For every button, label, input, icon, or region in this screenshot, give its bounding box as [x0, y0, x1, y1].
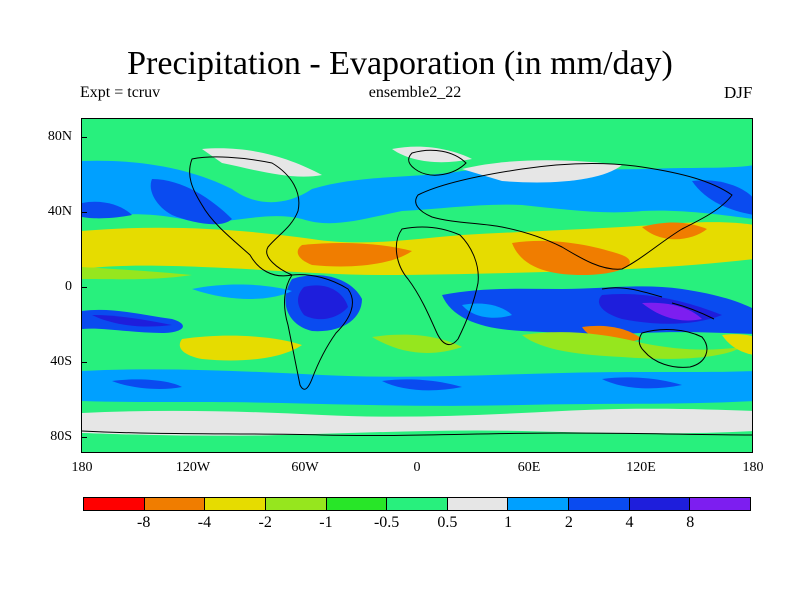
greenland-gray [392, 146, 472, 163]
colorbar-segment [690, 498, 751, 510]
africa-wet-region [462, 303, 512, 318]
colorbar-segment [569, 498, 630, 510]
spcz-core [92, 315, 172, 327]
lon-label-0: 0 [413, 460, 421, 475]
lat-tick [81, 437, 87, 438]
antarctic-gray-band [82, 408, 752, 436]
colorbar-label: -1 [319, 514, 333, 531]
atlantic-dry-core [297, 243, 412, 267]
kuroshio-core [692, 180, 752, 215]
eurasia-coast [415, 162, 733, 270]
lat-tick [81, 137, 87, 138]
colorbar-segment [629, 498, 691, 510]
eurasia-gray [462, 160, 622, 183]
colorbar-label: -2 [258, 514, 272, 531]
colorbar-label: 1 [504, 514, 513, 531]
colorbar-segment [205, 498, 266, 510]
colorbar-segment [144, 498, 206, 510]
colorbar-segment [387, 498, 448, 510]
south-america-coast [284, 274, 353, 390]
antarctic-interior [82, 433, 752, 452]
chart-title: Precipitation - Evaporation (in mm/day) [127, 45, 673, 82]
colorbar-segment [265, 498, 327, 510]
se-pacific-dry [179, 335, 302, 361]
lon-label-60w: 60W [291, 460, 319, 475]
colorbar-label: 0.5 [437, 514, 458, 531]
lat-tick [81, 212, 87, 213]
lon-label-180e: 180 [742, 460, 764, 475]
colorbar-label: 8 [686, 514, 695, 531]
pe-field-map [82, 119, 752, 452]
colorbar-label: -0.5 [373, 514, 400, 531]
coastlines [82, 149, 752, 437]
greenland-coast [408, 149, 467, 176]
pacific-storm-core [150, 179, 232, 225]
colorbar-label: 4 [625, 514, 634, 531]
indonesia-islands [601, 287, 715, 320]
south-atlantic-dry [372, 334, 462, 353]
colorbar-label: 2 [564, 514, 573, 531]
ensemble-label: ensemble2_22 [368, 84, 462, 101]
sh-storm-core-indian [602, 377, 682, 389]
amazon-wet-core [298, 285, 348, 320]
south-pacific-east-dry [722, 334, 752, 355]
east-asia-dry-core [642, 222, 707, 240]
lat-label-80s: 80S [50, 429, 72, 444]
colorbar-segment [447, 498, 509, 510]
sh-storm-core-atlantic [382, 379, 462, 391]
lat-label-40s: 40S [50, 354, 72, 369]
colorbar-segment [84, 498, 145, 510]
antarctica-coast [82, 430, 752, 437]
lon-label-120e: 120E [626, 460, 656, 475]
map-panel [81, 118, 753, 453]
africa-coast [395, 226, 479, 346]
season-label: DJF [724, 83, 753, 102]
colorbar-label: -8 [137, 514, 151, 531]
south-indian-yellowgreen [522, 332, 742, 359]
colorbar-segment [326, 498, 388, 510]
lon-label-120w: 120W [175, 460, 211, 475]
experiment-label: Expt = tcruv [80, 84, 161, 101]
maritime-continent-peak [642, 302, 702, 321]
colorbar-segment [508, 498, 570, 510]
north-america-coast [189, 156, 300, 277]
lat-label-80n: 80N [47, 129, 72, 144]
pacific-storm-west [82, 201, 132, 219]
lat-tick [81, 362, 87, 363]
arctic-canada-gray [202, 148, 322, 177]
colorbar [83, 497, 751, 511]
lon-label-180w: 180 [71, 460, 93, 475]
sh-storm-core-pacific [112, 379, 182, 389]
australia-coast [638, 329, 708, 368]
east-pacific-itcz [192, 284, 292, 299]
colorbar-label: -4 [197, 514, 212, 531]
lat-label-0: 0 [65, 279, 72, 294]
lat-tick [81, 287, 87, 288]
lon-label-60e: 60E [517, 460, 541, 475]
lat-label-40n: 40N [47, 204, 72, 219]
pacific-yellowgreen [82, 267, 192, 280]
